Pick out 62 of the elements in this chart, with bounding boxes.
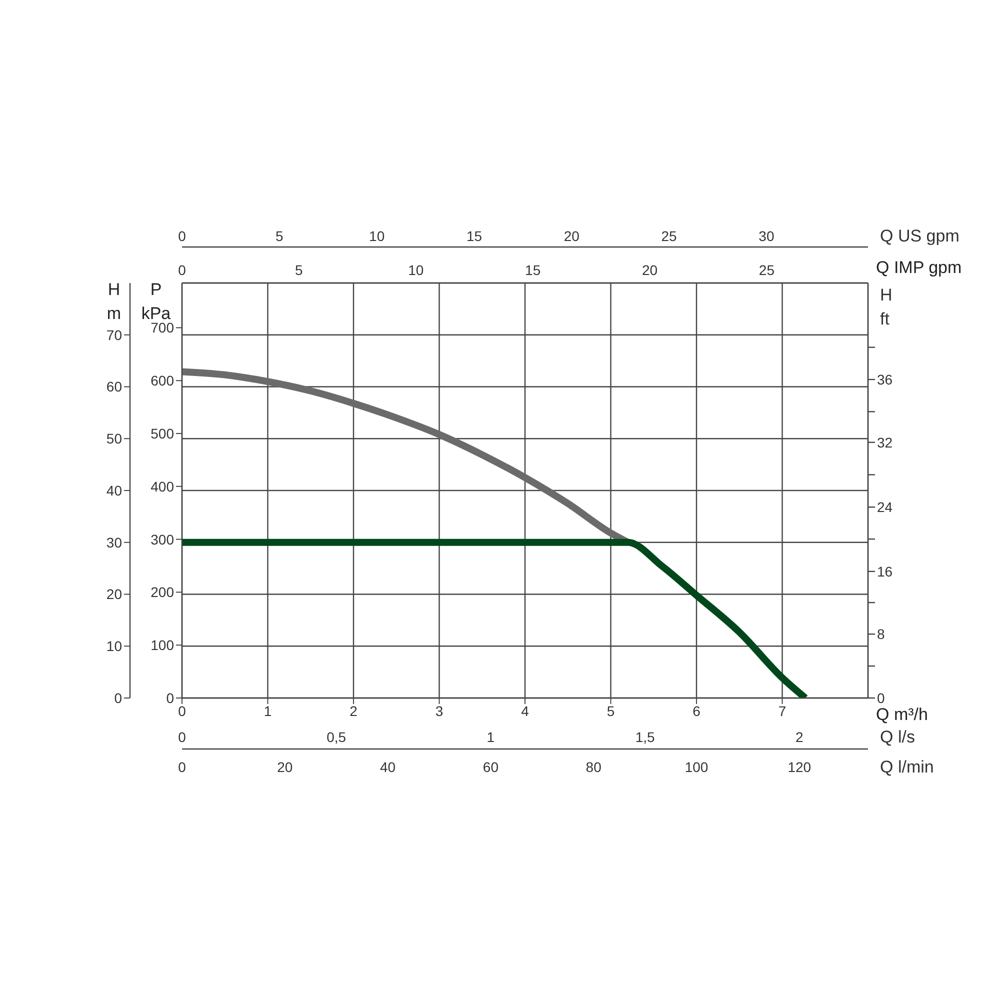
text: 25 [661, 228, 678, 244]
x-tick-label: 2 [350, 702, 358, 719]
y-tick-label: 10 [106, 638, 122, 654]
x2-tick-label: 5 [295, 262, 304, 278]
x2-tick-label: 15 [525, 262, 541, 278]
y3-tick-label: 500 [150, 425, 174, 442]
text: 60 [482, 759, 499, 775]
text: 40 [380, 759, 396, 775]
y3-tick-label: 0 [166, 690, 174, 706]
text: ft [880, 310, 890, 328]
text: 36 [877, 371, 893, 388]
y-tick-label: 0 [114, 690, 122, 706]
text: 15 [466, 228, 482, 244]
y3-tick-label: 400 [150, 478, 174, 494]
text: Q US gpm [880, 226, 960, 246]
x-tick-label: 6 [692, 702, 701, 719]
text: 0 [178, 228, 186, 244]
text: 100 [684, 759, 708, 775]
y3-tick-label: 100 [150, 637, 174, 654]
text: 24 [877, 499, 893, 516]
text: Q l/s [880, 728, 915, 746]
x2-tick-label: 20 [642, 262, 658, 278]
text: 8 [877, 626, 885, 642]
x-tick-label: 3 [435, 702, 444, 719]
x2-tick-label: 25 [758, 262, 775, 278]
x-tick-label: 4 [521, 702, 530, 719]
x-tick-label: 5 [606, 702, 615, 719]
text: 20 [564, 228, 580, 244]
y-tick-label: 70 [106, 326, 122, 343]
text: 2 [796, 729, 804, 745]
y3-tick-label: 300 [150, 531, 174, 548]
text: 0,5 [326, 729, 346, 745]
text: 5 [276, 228, 284, 244]
text: 80 [586, 759, 602, 775]
y-tick-label: 30 [106, 534, 122, 550]
x2-tick-label: 10 [408, 262, 424, 278]
text: 10 [369, 228, 385, 244]
text: 0 [178, 759, 186, 775]
x-tick-label: 7 [778, 702, 786, 719]
y-tick-label: 60 [106, 378, 122, 395]
text: 1,5 [635, 729, 655, 745]
text: 1 [486, 729, 495, 745]
y-tick-label: 50 [106, 430, 122, 447]
text: 16 [877, 563, 893, 580]
x-tick-label: 1 [264, 702, 272, 719]
y-tick-label: 20 [106, 586, 122, 602]
text: 32 [877, 434, 893, 450]
text: 120 [788, 759, 812, 775]
y3-tick-label: 600 [150, 372, 174, 389]
y-axis-title: H m [106, 280, 122, 323]
x2-tick-label: 0 [178, 262, 186, 278]
x2-axis-title: Q IMP gpm [876, 258, 962, 277]
text: Q l/min [880, 758, 934, 776]
text: 30 [758, 228, 774, 244]
y3-tick-label: 200 [150, 584, 174, 600]
y-tick-label: 40 [106, 482, 122, 498]
text: 0 [178, 729, 186, 745]
text: 20 [277, 759, 293, 775]
x-axis-title: Q m³/h [876, 705, 928, 724]
text: H [880, 286, 892, 304]
x-tick-label: 0 [178, 702, 186, 719]
text: 0 [877, 690, 885, 706]
